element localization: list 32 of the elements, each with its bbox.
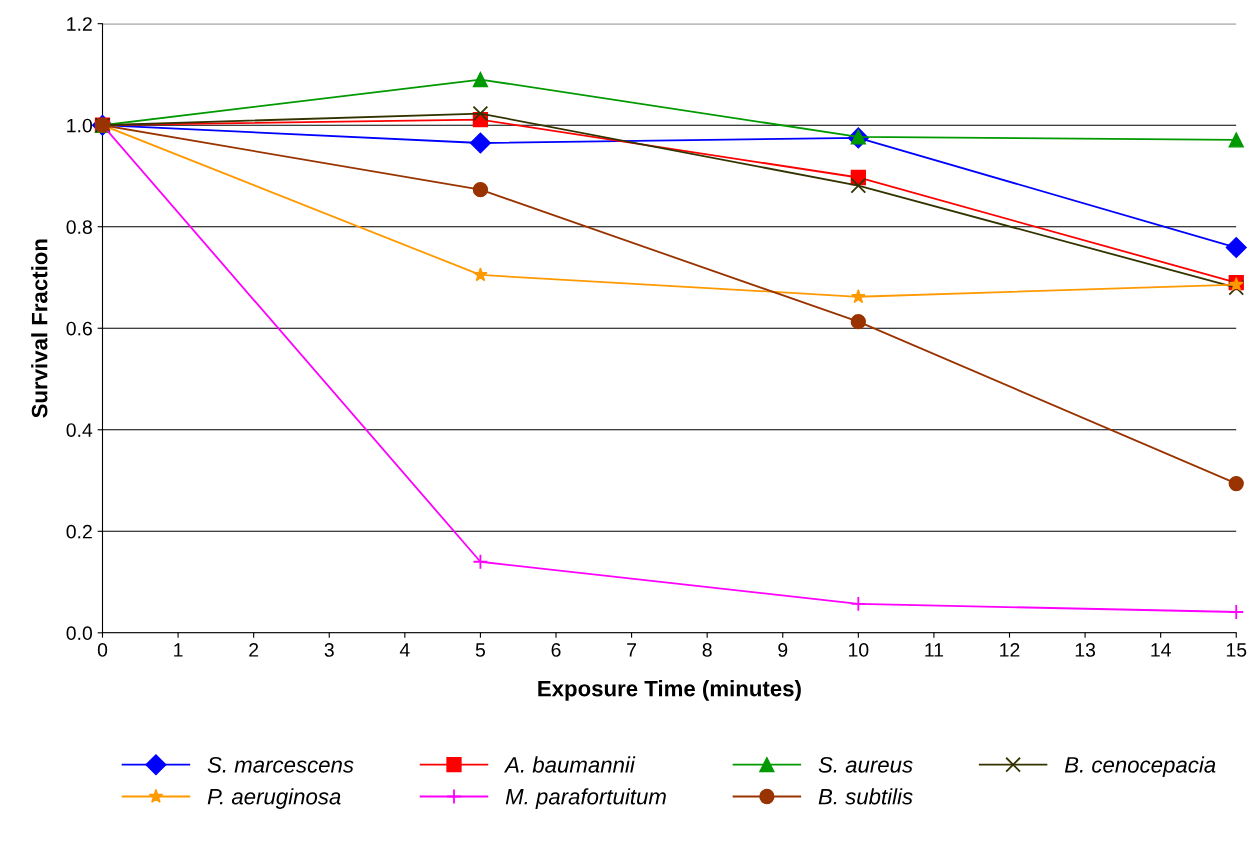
x-tick-label: 8	[702, 643, 712, 657]
legend-label: B. subtilis	[818, 788, 913, 805]
y-tick-label: 0.4	[66, 423, 93, 437]
x-tick-label: 7	[627, 643, 637, 657]
x-tick-label: 0	[97, 643, 108, 657]
x-tick-label: 3	[324, 643, 334, 657]
y-axis-title: Survival Fraction	[31, 239, 48, 418]
legend-label: S. aureus	[818, 756, 913, 773]
legend-label: M. parafortuitum	[505, 788, 666, 809]
y-tick-label: 0.8	[66, 220, 92, 234]
y-tick-label: 0.6	[66, 321, 92, 336]
y-tick-label: 0.0	[66, 626, 93, 641]
legend-label: P. aeruginosa	[207, 788, 341, 809]
x-tick-label: 1	[174, 643, 183, 657]
x-axis-title: Exposure Time (minutes)	[538, 680, 801, 701]
legend-label: B. cenocepacia	[1064, 756, 1216, 778]
x-tick-label: 9	[778, 643, 788, 657]
x-tick-label: 14	[1151, 643, 1171, 657]
y-tick-label: 1.2	[67, 17, 92, 31]
x-tick-label: 12	[1000, 643, 1020, 657]
x-tick-label: 4	[399, 643, 410, 657]
x-tick-label: 11	[925, 643, 944, 657]
x-tick-label: 5	[475, 643, 486, 657]
y-tick-label: 0.2	[66, 524, 92, 539]
legend-label: A. baumannii	[504, 756, 636, 773]
x-tick-label: 2	[249, 643, 259, 657]
x-tick-label: 10	[849, 643, 869, 657]
x-tick-label: 6	[551, 643, 561, 657]
legend-label: S. marcescens	[207, 756, 354, 773]
x-tick-label: 15	[1226, 643, 1247, 657]
x-tick-label: 13	[1075, 643, 1096, 657]
y-tick-label: 1.0	[67, 118, 93, 133]
